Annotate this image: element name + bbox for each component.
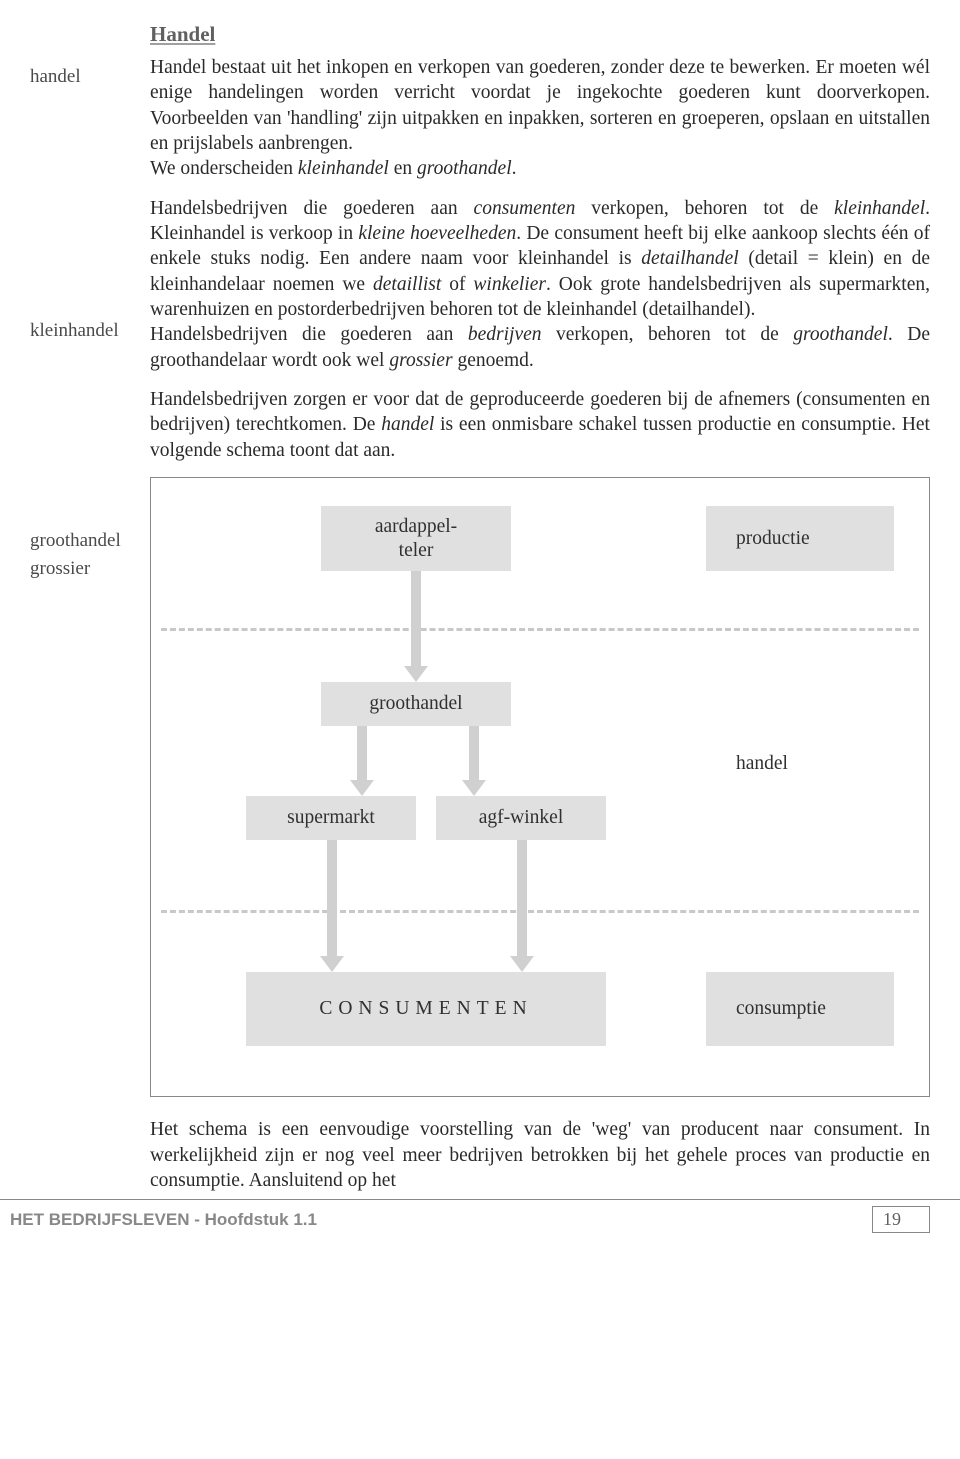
p2b-bedrijven: bedrijven <box>468 324 542 345</box>
consumenten-label: CONSUMENTEN <box>319 997 532 1020</box>
p3a-handel: handel <box>381 414 434 435</box>
arrow-agf-cons <box>517 840 527 958</box>
p2a-t1: Handelsbedrijven die goederen aan <box>150 198 474 219</box>
teler-line2: teler <box>399 539 434 562</box>
box-aardappelteler: aardappel- teler <box>321 506 511 571</box>
p2a-kleine: kleine hoeveelheden <box>358 223 516 244</box>
dashed-line-2 <box>161 910 919 913</box>
flow-diagram: productie aardappel- teler groothandel h… <box>150 477 930 1097</box>
sidebar-label-kleinhandel: kleinhandel <box>30 320 140 342</box>
side-consumptie-label: consumptie <box>736 998 826 1020</box>
paragraph-1: Handel bestaat uit het inkopen en verkop… <box>150 55 930 182</box>
p1b-post: . <box>512 158 517 179</box>
teler-line1: aardappel- <box>375 515 457 538</box>
box-agf: agf-winkel <box>436 796 606 840</box>
sidebar-label-handel: handel <box>30 66 140 88</box>
page-footer: HET BEDRIJFSLEVEN - Hoofdstuk 1.1 19 <box>0 1199 960 1253</box>
p1b-kleinhandel: kleinhandel <box>298 158 389 179</box>
paragraph-4: Het schema is een eenvoudige voorstellin… <box>150 1117 930 1193</box>
p2b-t4: genoemd. <box>453 350 534 371</box>
p2a-t6: of <box>441 274 473 295</box>
agf-label: agf-winkel <box>479 806 563 829</box>
side-consumptie: consumptie <box>706 972 894 1046</box>
p1b-pre: We onderscheiden <box>150 158 298 179</box>
side-productie-label: productie <box>736 528 810 550</box>
dashed-line-1 <box>161 628 919 631</box>
side-handel-text: handel <box>736 753 788 774</box>
p1b-mid: en <box>389 158 417 179</box>
p2a-detailhandel: detailhandel <box>641 248 738 269</box>
section-title: Handel <box>150 22 930 47</box>
arrow-gh-supermarkt <box>357 726 367 782</box>
main-content: Handel Handel bestaat uit het inkopen en… <box>150 22 930 1199</box>
p2a-consumenten: consumenten <box>474 198 576 219</box>
side-productie: productie <box>706 506 894 571</box>
p2a-winkelier: winkelier <box>473 274 546 295</box>
p2a-kleinhandel: kleinhandel <box>834 198 925 219</box>
p2a-t2: verkopen, behoren tot de <box>575 198 834 219</box>
footer-chapter: HET BEDRIJFSLEVEN - Hoofdstuk 1.1 <box>10 1210 317 1230</box>
p2b-t1: Handelsbedrijven die goederen aan <box>150 324 468 345</box>
p2b-t2: verkopen, behoren tot de <box>542 324 794 345</box>
sidebar: handel kleinhandel groothandel grossier <box>30 22 150 1199</box>
p2b-groothandel: groothandel <box>793 324 888 345</box>
box-consumenten: CONSUMENTEN <box>246 972 606 1046</box>
groothandel-label: groothandel <box>369 692 462 715</box>
p1b-groothandel: groothandel <box>417 158 512 179</box>
arrow-gh-agf <box>469 726 479 782</box>
paragraph-3: Handelsbedrijven zorgen er voor dat de g… <box>150 387 930 463</box>
sidebar-label-groothandel: groothandel <box>30 530 140 552</box>
supermarkt-label: supermarkt <box>287 806 375 829</box>
box-supermarkt: supermarkt <box>246 796 416 840</box>
box-groothandel: groothandel <box>321 682 511 726</box>
arrow-teler-groothandel <box>411 571 421 668</box>
p2b-grossier: grossier <box>389 350 452 371</box>
p2a-detaillist: detaillist <box>373 274 441 295</box>
paragraph-2: Handelsbedrijven die goederen aan consum… <box>150 196 930 373</box>
arrow-super-cons <box>327 840 337 958</box>
footer-page-number: 19 <box>872 1206 930 1233</box>
sidebar-label-grossier: grossier <box>30 558 140 580</box>
side-handel-label: handel <box>736 753 788 775</box>
p1-text: Handel bestaat uit het inkopen en verkop… <box>150 57 930 154</box>
